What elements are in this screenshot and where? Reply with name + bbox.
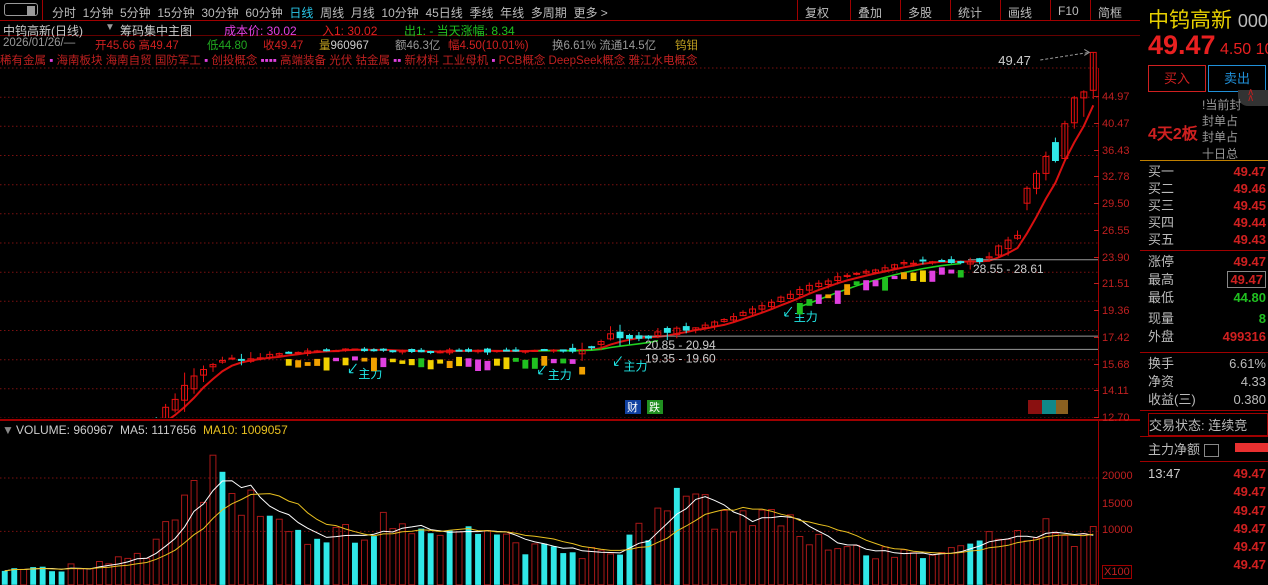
svg-text:49.47: 49.47 (998, 53, 1031, 68)
svg-text:跌: 跌 (649, 400, 660, 414)
svg-text:主力: 主力 (624, 359, 648, 373)
svg-text:主力: 主力 (548, 368, 572, 382)
svg-text:19.35 - 19.60: 19.35 - 19.60 (645, 351, 716, 365)
svg-text:财: 财 (627, 400, 638, 414)
svg-text:28.55 - 28.61: 28.55 - 28.61 (973, 262, 1044, 276)
svg-text:20.85 - 20.94: 20.85 - 20.94 (645, 338, 716, 352)
svg-text:主力: 主力 (358, 367, 382, 381)
